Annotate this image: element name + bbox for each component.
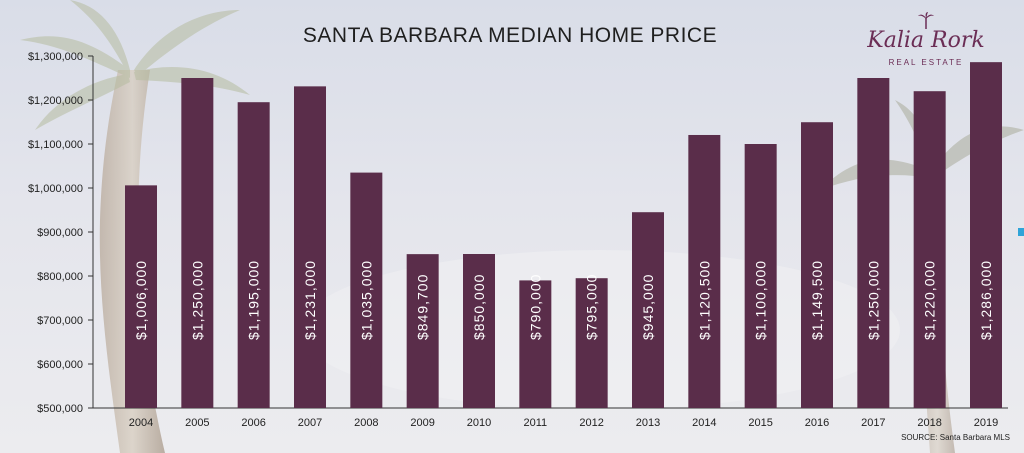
bar: [350, 172, 383, 408]
y-tick-label: $900,000: [37, 227, 83, 239]
bar: [463, 254, 495, 408]
bar-value-label: $1,195,000: [246, 260, 262, 340]
x-axis: 2004 2005 2006 2007 2008 2009 2010 2011 2012 2013…: [93, 407, 1008, 429]
edge-marker: [1018, 228, 1024, 236]
chart-title: SANTA BARBARA MEDIAN HOME PRICE: [302, 24, 718, 47]
bar-value-label: $1,100,000: [753, 260, 769, 340]
x-tick-label: 2005: [185, 417, 209, 429]
logo-subtitle: REAL ESTATE: [888, 58, 964, 67]
bar-value-label: $1,120,500: [696, 260, 712, 340]
bar-value-label: $1,250,000: [865, 260, 881, 340]
bar: [237, 102, 270, 408]
bar-value-label: $1,220,000: [922, 260, 938, 340]
x-tick-label: 2013: [636, 417, 660, 429]
x-tick-label: 2010: [467, 417, 491, 429]
bar-value-label: $1,250,000: [189, 260, 205, 340]
bar-value-label: $1,035,000: [358, 260, 374, 340]
bar: [632, 212, 664, 408]
x-tick-label: 2009: [410, 417, 434, 429]
company-logo: Kalia Rork REAL ESTATE: [866, 12, 986, 68]
y-tick-label: $1,000,000: [28, 183, 83, 195]
x-tick-label: 2015: [748, 417, 772, 429]
bar: [801, 122, 833, 408]
y-tick-label: $1,200,000: [28, 95, 83, 107]
bar-value-label: $1,286,000: [978, 260, 994, 340]
x-tick-label: 2018: [917, 417, 941, 429]
bar: [519, 280, 552, 408]
x-tick-label: 2014: [692, 417, 716, 429]
bar: [125, 185, 157, 408]
bar-value-label: $849,700: [415, 274, 431, 340]
y-tick-label: $1,300,000: [28, 51, 83, 63]
y-tick-label: $600,000: [37, 359, 83, 371]
palm-tree-icon: [918, 12, 934, 29]
bar: [294, 86, 326, 409]
bar: [857, 78, 890, 408]
bar: [744, 144, 777, 408]
x-tick-label: 2008: [354, 417, 378, 429]
bar-series: $1,006,000 $1,250,000 $1,195,000 $1,231,000…: [125, 62, 1002, 409]
x-tick-label: 2011: [524, 417, 548, 429]
logo-name: Kalia Rork: [867, 28, 985, 53]
source-note: SOURCE: Santa Barbara MLS: [901, 433, 1010, 442]
bar: [575, 278, 608, 408]
x-tick-label: 2017: [861, 417, 885, 429]
bar-value-label: $1,149,500: [809, 260, 825, 340]
bar-value-label: $790,000: [527, 274, 543, 340]
bar-value-label: $945,000: [640, 274, 656, 340]
x-tick-label: 2016: [805, 417, 829, 429]
x-tick-label: 2004: [129, 417, 153, 429]
bar: [970, 62, 1002, 408]
y-axis: $500,000 $600,000 $700,000 $800,000 $900,000…: [28, 51, 94, 415]
x-tick-label: 2006: [241, 417, 265, 429]
y-tick-label: $500,000: [37, 403, 83, 415]
bar-value-label: $1,231,000: [302, 260, 318, 340]
bar-value-label: $795,000: [584, 274, 600, 340]
bar: [406, 254, 439, 408]
y-tick-label: $700,000: [37, 315, 83, 327]
y-tick-label: $800,000: [37, 271, 83, 283]
bar: [181, 78, 214, 408]
y-tick-label: $1,100,000: [28, 139, 83, 151]
x-tick-label: 2007: [298, 417, 322, 429]
bar: [913, 91, 946, 408]
x-tick-label: 2019: [974, 417, 998, 429]
bar-value-label: $1,006,000: [133, 260, 149, 340]
bar: [688, 134, 721, 409]
x-tick-label: 2012: [579, 417, 603, 429]
bar-value-label: $850,000: [471, 274, 487, 340]
